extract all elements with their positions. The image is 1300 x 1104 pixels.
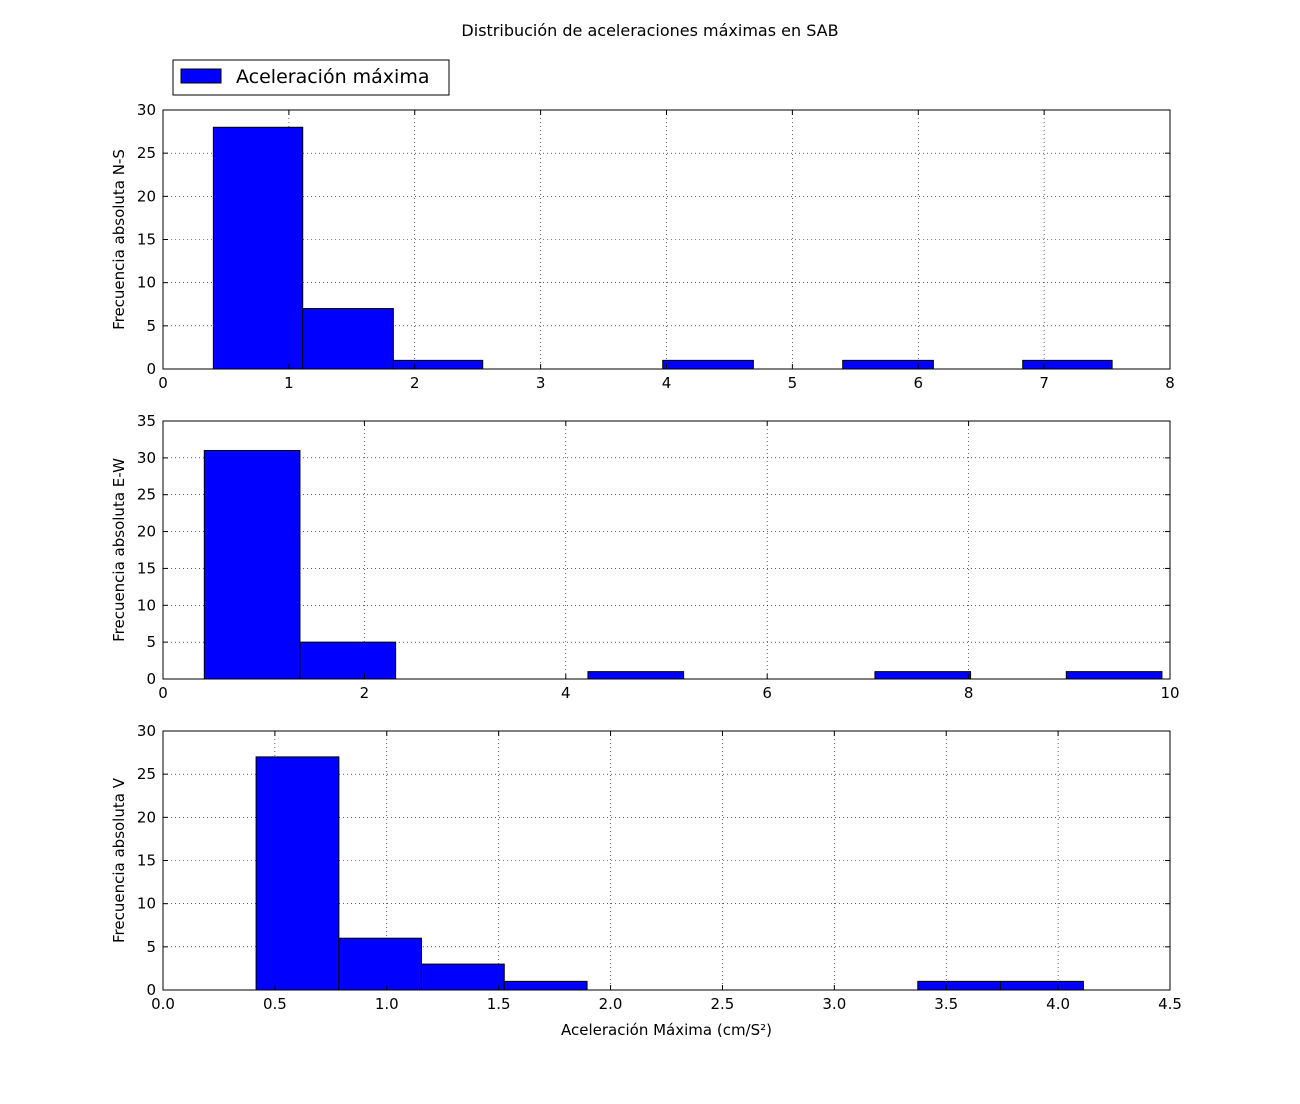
subplot-2: 0 2 4 6 8 10 0 5 10 15 20 25 30 35 Frecuencia absoluta… [110,412,1180,702]
histogram-bar [1065,671,1163,680]
x-axis-label: Aceleración Máxima (cm/S²) [561,1021,772,1039]
y-tick-label: 0 [146,360,156,378]
histogram-bar [662,359,754,370]
y-axis-label: Frecuencia absoluta N-S [110,149,128,330]
x-tick-label: 8 [964,684,974,702]
x-tick-label: 0 [158,374,168,392]
x-tick-label: 6 [762,684,772,702]
x-tick-label: 3.0 [822,995,846,1013]
y-tick-label: 25 [137,486,156,504]
x-tick-label: 4.0 [1046,995,1070,1013]
y-tick-label: 10 [137,895,156,913]
y-tick-label: 20 [137,187,156,205]
x-tick-label: 0.0 [151,995,175,1013]
histogram-bar [420,963,505,991]
y-tick-label: 5 [146,317,156,335]
x-tick-label: 0 [158,684,168,702]
x-tick-label: 8 [1165,374,1175,392]
axes-frame [162,420,1171,680]
histogram-bar [299,641,397,680]
histogram-bar [212,126,304,370]
histogram-bar [1022,359,1113,370]
histogram-bar [255,756,340,991]
legend-swatch [180,68,222,84]
y-tick-label: 30 [137,449,156,467]
subplot-3: 0.0 0.5 1.0 1.5 2.0 2.5 3.0 3.5 4.0 4.5 0 5 10 15 20 25… [110,722,1182,1039]
histogram-bar [392,359,484,370]
y-tick-label: 20 [137,808,156,826]
y-tick-label: 15 [137,852,156,870]
y-tick-label: 20 [137,523,156,541]
y-tick-label: 10 [137,596,156,614]
x-tick-label: 7 [1039,374,1049,392]
x-tick-label: 4.5 [1158,995,1182,1013]
x-tick-label: 4 [662,374,672,392]
x-tick-label: 1 [284,374,294,392]
y-tick-label: 25 [137,144,156,162]
y-tick-label: 5 [146,938,156,956]
x-tick-label: 5 [788,374,798,392]
y-tick-label: 15 [137,231,156,249]
histogram-bar [1000,980,1084,991]
y-axis-label: Frecuencia absoluta V [110,777,128,943]
x-tick-label: 4 [561,684,571,702]
x-tick-label: 10 [1160,684,1179,702]
y-tick-label: 15 [137,559,156,577]
histogram-bar [338,937,422,991]
x-tick-label: 3 [536,374,546,392]
y-tick-label: 5 [146,633,156,651]
histogram-bar [842,359,934,370]
y-axis-label: Frecuencia absoluta E-W [110,458,128,642]
x-tick-label: 6 [913,374,923,392]
x-tick-label: 1.5 [487,995,511,1013]
legend-label: Aceleración máxima [236,66,429,88]
y-tick-label: 30 [137,101,156,119]
y-tick-label: 30 [137,722,156,740]
y-tick-label: 10 [137,274,156,292]
chart-title: Distribución de aceleraciones máximas en… [461,21,838,40]
legend: Aceleración máxima [172,59,450,96]
histogram-bar [587,671,685,680]
x-tick-label: 2.5 [711,995,735,1013]
x-tick-label: 2.0 [599,995,623,1013]
x-tick-label: 0.5 [263,995,287,1013]
histogram-bar [917,980,1002,991]
subplot-1: 0 1 2 3 4 5 6 7 8 0 5 10 15 20 25 30 Frecuencia absoluta… [110,101,1175,392]
x-tick-label: 2 [360,684,370,702]
y-tick-label: 35 [137,412,156,430]
y-tick-label: 0 [146,670,156,688]
y-tick-label: 0 [146,981,156,999]
x-tick-label: 2 [410,374,420,392]
y-tick-label: 25 [137,765,156,783]
histogram-bar [503,980,588,991]
histogram-bar [203,449,301,680]
x-tick-label: 3.5 [934,995,958,1013]
histogram-bar [302,308,394,370]
x-tick-label: 1.0 [375,995,399,1013]
histogram-bar [874,671,972,680]
